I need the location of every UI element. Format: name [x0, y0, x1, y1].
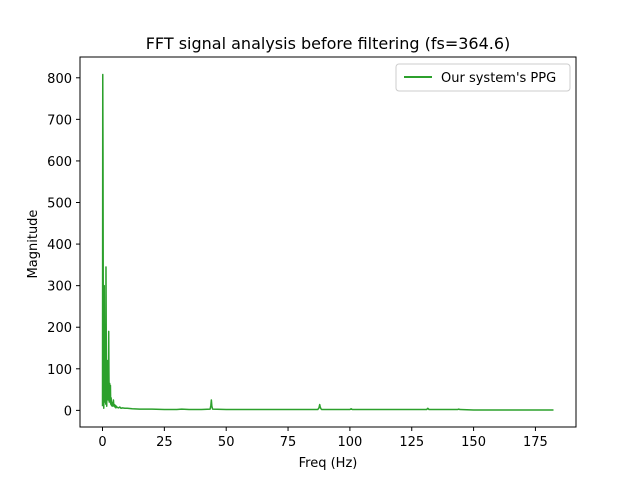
- plot-area: [101, 73, 554, 411]
- x-axis-label: Freq (Hz): [299, 456, 358, 471]
- x-tick-label: 150: [461, 435, 486, 450]
- legend-box: [395, 63, 571, 92]
- x-tick-label: 125: [399, 435, 424, 450]
- y-tick-label: 800: [47, 72, 72, 87]
- x-tick-label: 175: [523, 435, 548, 450]
- x-tick-label: 75: [280, 435, 297, 450]
- x-tick-label: 100: [337, 435, 362, 450]
- y-tick-label: 500: [47, 197, 72, 212]
- x-tick-label: 0: [98, 435, 106, 450]
- x-axis: 0 25 50 75 100 125 150 175: [98, 427, 548, 450]
- chart-title: FFT signal analysis before filtering (fs…: [146, 34, 511, 53]
- x-tick-label: 50: [218, 435, 235, 450]
- series-line-0: [101, 73, 554, 411]
- y-tick-label: 0: [64, 404, 72, 419]
- legend-label: Our system's PPG: [441, 71, 556, 86]
- legend: Our system's PPG: [395, 63, 571, 92]
- y-tick-label: 600: [47, 155, 72, 170]
- y-tick-label: 700: [47, 113, 72, 128]
- y-axis: 0 100 200 300 400 500 600 700 800: [47, 72, 80, 419]
- y-tick-label: 200: [47, 321, 72, 336]
- y-tick-label: 300: [47, 280, 72, 295]
- axes-frame: [79, 56, 577, 428]
- y-tick-label: 100: [47, 363, 72, 378]
- y-tick-label: 400: [47, 238, 72, 253]
- x-tick-label: 25: [156, 435, 173, 450]
- y-axis-label: Magnitude: [26, 210, 41, 279]
